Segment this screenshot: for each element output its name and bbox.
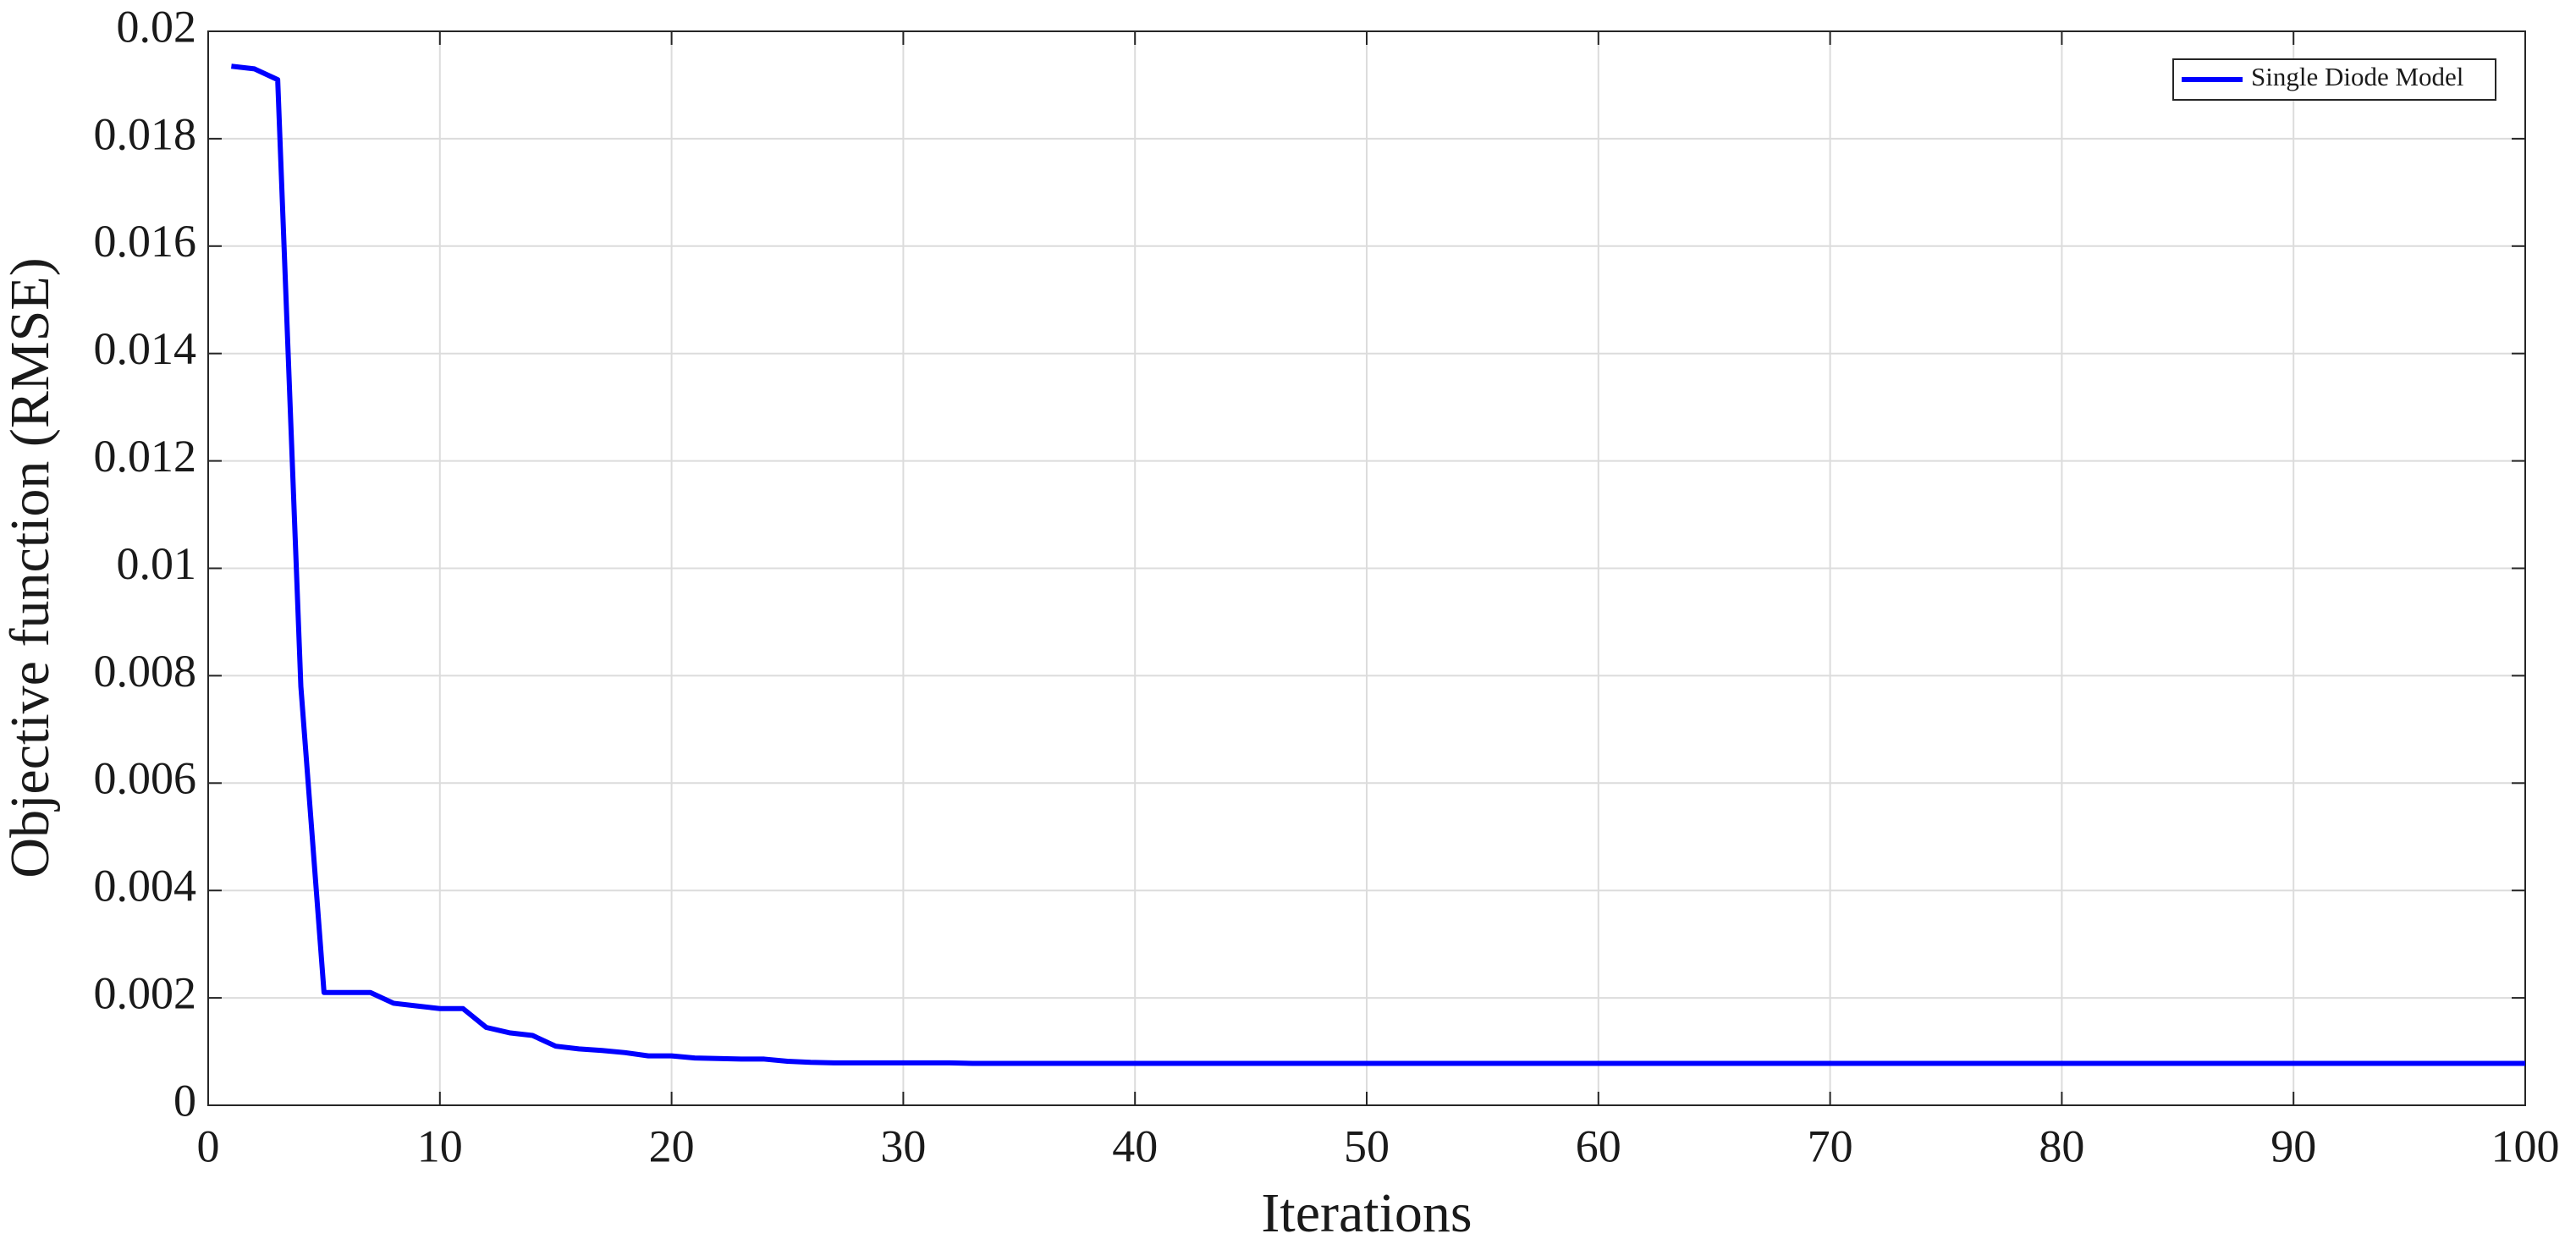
y-tick-label: 0.02 [117, 1, 197, 52]
legend-label: Single Diode Model [2251, 62, 2463, 91]
x-tick-label: 60 [1576, 1121, 1621, 1171]
x-axis-label: Iterations [1261, 1182, 1472, 1244]
x-tick-label: 30 [880, 1121, 926, 1171]
x-tick-label: 70 [1808, 1121, 1853, 1171]
y-tick-label: 0.014 [94, 323, 197, 374]
y-axis-label: Objective function (RMSE) [0, 257, 61, 878]
x-tick-label: 90 [2271, 1121, 2316, 1171]
y-tick-label: 0.002 [94, 967, 197, 1018]
x-tick-label: 20 [649, 1121, 695, 1171]
y-tick-label: 0.018 [94, 108, 197, 159]
y-tick-label: 0.012 [94, 431, 197, 482]
y-tick-label: 0.01 [117, 538, 197, 589]
x-tick-label: 50 [1344, 1121, 1390, 1171]
data-line [231, 63, 2525, 1066]
y-tick-label: 0.004 [94, 861, 197, 911]
x-tick-label: 10 [417, 1121, 463, 1171]
y-tick-label: 0 [173, 1075, 196, 1126]
x-tick-label: 80 [2039, 1121, 2084, 1171]
y-tick-label: 0.008 [94, 646, 197, 697]
x-tick-label: 40 [1112, 1121, 1158, 1171]
plot-frame [207, 30, 2526, 1106]
x-tick-label: 0 [197, 1121, 220, 1171]
y-tick-label: 0.016 [94, 216, 197, 267]
x-tick-label: 100 [2491, 1121, 2560, 1171]
y-tick-label: 0.006 [94, 753, 197, 804]
